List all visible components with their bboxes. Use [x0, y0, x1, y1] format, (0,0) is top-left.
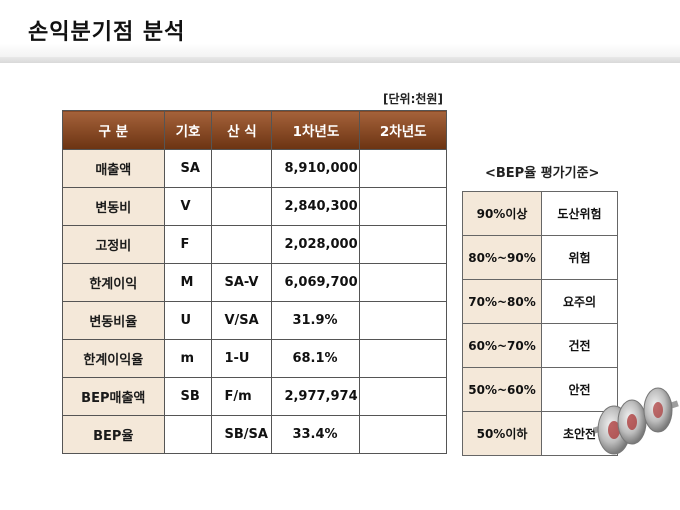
row-year2 — [359, 149, 447, 188]
header-formula: 산 식 — [211, 110, 273, 150]
row-name: 변동비율 — [62, 301, 165, 340]
bep-analysis-table: 구 분 기호 산 식 1차년도 2차년도 매출액 SA 8,910,000 변동… — [62, 110, 447, 454]
table-row: 변동비 V 2,840,300 — [62, 187, 447, 226]
row-name: BEP율 — [62, 415, 165, 454]
row-symbol: M — [163, 263, 213, 302]
row-name: BEP매출액 — [62, 377, 165, 416]
row-symbol: V — [163, 187, 213, 226]
row-symbol: m — [163, 339, 213, 378]
criteria-status: 요주의 — [541, 279, 618, 324]
criteria-status: 도산위험 — [541, 191, 618, 236]
criteria-row: 50%~60% 안전 — [462, 367, 618, 412]
row-name: 변동비 — [62, 187, 165, 226]
header-divider — [0, 57, 680, 63]
row-year2 — [359, 339, 447, 378]
row-symbol: U — [163, 301, 213, 340]
dumbbell-icon — [593, 387, 679, 455]
row-formula — [211, 225, 273, 264]
row-year2 — [359, 263, 447, 302]
row-formula: 1-U — [211, 339, 273, 378]
table-header-row: 구 분 기호 산 식 1차년도 2차년도 — [62, 110, 447, 150]
row-formula — [211, 187, 273, 226]
table-row: 한계이익율 m 1-U 68.1% — [62, 339, 447, 378]
criteria-range: 70%~80% — [462, 279, 542, 324]
row-year1: 2,977,974 — [271, 377, 361, 416]
criteria-row: 70%~80% 요주의 — [462, 279, 618, 324]
criteria-title: <BEP율 평가기준> — [485, 166, 600, 181]
criteria-status: 안전 — [541, 367, 618, 412]
unit-note: [단위:천원] — [383, 92, 443, 106]
row-year2 — [359, 377, 447, 416]
criteria-range: 60%~70% — [462, 323, 542, 368]
row-formula: SB/SA — [211, 415, 273, 454]
table-row: 변동비율 U V/SA 31.9% — [62, 301, 447, 340]
criteria-range: 80%~90% — [462, 235, 542, 280]
row-symbol: SA — [163, 149, 213, 188]
header-year2: 2차년도 — [359, 110, 447, 150]
row-symbol — [163, 415, 213, 454]
header-band — [0, 0, 680, 62]
header-year1: 1차년도 — [271, 110, 361, 150]
criteria-status: 위험 — [541, 235, 618, 280]
criteria-row: 80%~90% 위험 — [462, 235, 618, 280]
criteria-row: 60%~70% 건전 — [462, 323, 618, 368]
row-name: 매출액 — [62, 149, 165, 188]
row-symbol: SB — [163, 377, 213, 416]
row-year1: 8,910,000 — [271, 149, 361, 188]
row-formula: SA-V — [211, 263, 273, 302]
bep-criteria-table: 90%이상 도산위험 80%~90% 위험 70%~80% 요주의 60%~70… — [462, 191, 618, 456]
table-row: BEP매출액 SB F/m 2,977,974 — [62, 377, 447, 416]
header-symbol: 기호 — [163, 110, 213, 150]
row-formula: V/SA — [211, 301, 273, 340]
row-year2 — [359, 415, 447, 454]
row-name: 한계이익 — [62, 263, 165, 302]
row-year2 — [359, 225, 447, 264]
row-name: 고정비 — [62, 225, 165, 264]
row-formula — [211, 149, 273, 188]
row-name: 한계이익율 — [62, 339, 165, 378]
row-year1: 33.4% — [271, 415, 361, 454]
row-year1: 2,840,300 — [271, 187, 361, 226]
table-row: 매출액 SA 8,910,000 — [62, 149, 447, 188]
row-year2 — [359, 187, 447, 226]
row-year1: 68.1% — [271, 339, 361, 378]
page-title: 손익분기점 분석 — [28, 20, 186, 45]
row-year2 — [359, 301, 447, 340]
table-row: 한계이익 M SA-V 6,069,700 — [62, 263, 447, 302]
criteria-status: 건전 — [541, 323, 618, 368]
table-row: 고정비 F 2,028,000 — [62, 225, 447, 264]
header-category: 구 분 — [62, 110, 165, 150]
row-symbol: F — [163, 225, 213, 264]
row-formula: F/m — [211, 377, 273, 416]
row-year1: 6,069,700 — [271, 263, 361, 302]
row-year1: 31.9% — [271, 301, 361, 340]
criteria-range: 50%~60% — [462, 367, 542, 412]
criteria-row: 90%이상 도산위험 — [462, 191, 618, 236]
criteria-range: 50%이하 — [462, 411, 542, 456]
criteria-range: 90%이상 — [462, 191, 542, 236]
row-year1: 2,028,000 — [271, 225, 361, 264]
table-row: BEP율 SB/SA 33.4% — [62, 415, 447, 454]
